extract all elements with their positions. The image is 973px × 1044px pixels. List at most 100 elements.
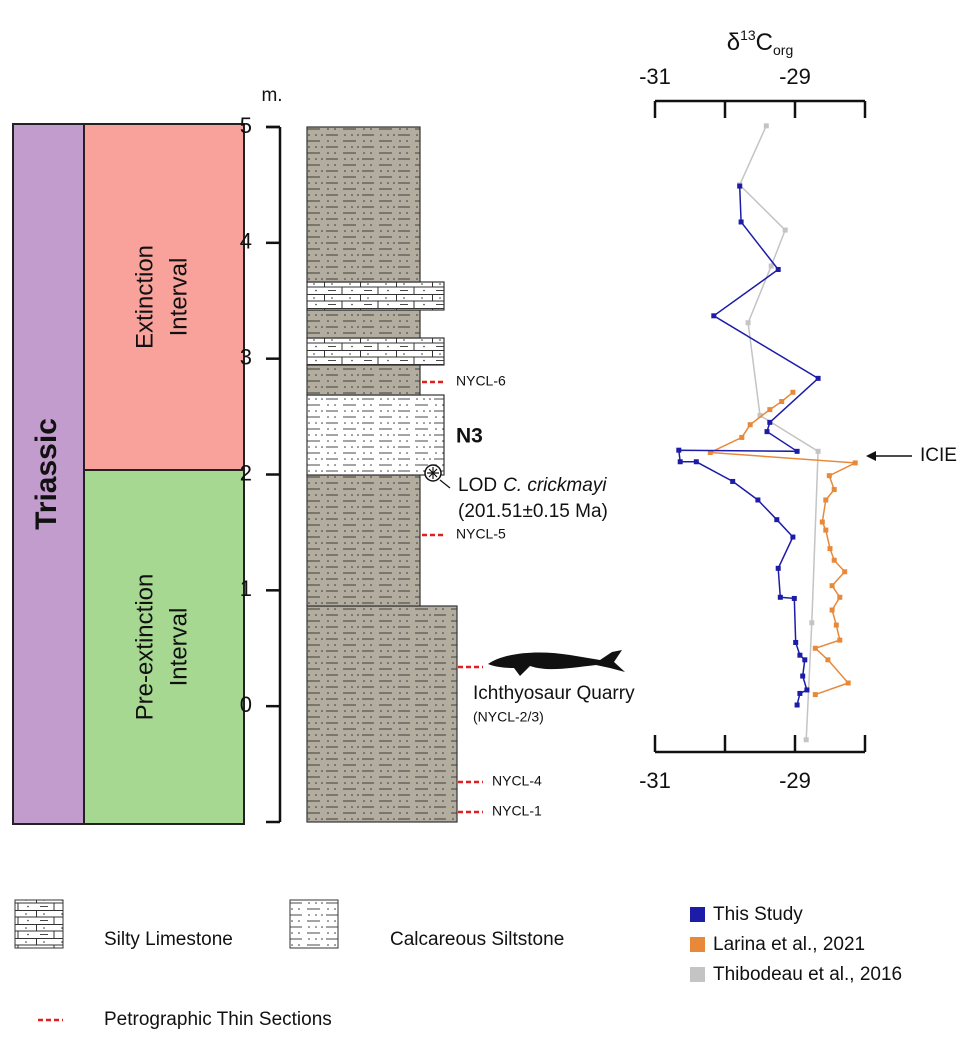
legend-label: Petrographic Thin Sections	[104, 1009, 332, 1030]
data-point	[797, 691, 802, 696]
sample-label: NYCL-6	[456, 373, 506, 389]
data-point	[795, 449, 800, 454]
y-tick-label: 0	[240, 692, 252, 717]
data-point	[778, 595, 783, 600]
system-label: Triassic	[30, 418, 63, 530]
title-part: 13	[740, 27, 756, 43]
data-point	[779, 399, 784, 404]
interval-label: Interval	[165, 258, 192, 337]
bed	[307, 127, 420, 282]
quarry-label: Ichthyosaur Quarry	[473, 683, 635, 704]
interval-label: Interval	[165, 608, 192, 687]
data-point	[813, 646, 818, 651]
series-line	[710, 392, 855, 694]
data-point	[797, 653, 802, 658]
data-point	[830, 583, 835, 588]
data-point	[795, 703, 800, 708]
data-point	[769, 264, 774, 269]
fossil-prefix: LOD	[458, 475, 497, 496]
data-point	[837, 638, 842, 643]
data-point	[846, 681, 851, 686]
legend-label: Silty Limestone	[104, 929, 233, 950]
y-tick-label: 3	[240, 344, 252, 369]
y-tick-label: 5	[240, 113, 252, 138]
figure: Triassic Extinction Interval Pre-extinct…	[0, 0, 973, 1044]
data-point	[853, 460, 858, 465]
data-point	[711, 313, 716, 318]
series-line	[679, 186, 818, 705]
extinction-box	[84, 124, 244, 470]
data-point	[827, 473, 832, 478]
data-point	[816, 449, 821, 454]
data-point	[767, 407, 772, 412]
data-point	[737, 184, 742, 189]
bed	[307, 365, 420, 395]
data-point	[823, 528, 828, 533]
data-point	[830, 608, 835, 613]
legend-label: Calcareous Siltstone	[390, 929, 564, 950]
x-axis-title: δ13Corg	[727, 27, 794, 58]
pre-extinction-box	[84, 470, 244, 824]
ammonite-icon	[425, 465, 450, 488]
title-part: C	[756, 29, 773, 56]
arrow-head	[866, 451, 876, 461]
bed	[307, 310, 420, 338]
data-point	[834, 623, 839, 628]
sample-label: NYCL-4	[492, 773, 542, 789]
title-part: org	[773, 42, 793, 58]
fossil-age: (201.51±0.15 Ma)	[458, 501, 608, 522]
data-point	[746, 320, 751, 325]
data-point	[828, 546, 833, 551]
data-point	[739, 435, 744, 440]
series-line	[740, 126, 818, 740]
data-point	[739, 219, 744, 224]
data-point	[765, 429, 770, 434]
data-point	[790, 390, 795, 395]
bed	[307, 475, 420, 606]
x-tick-label: -29	[779, 768, 811, 793]
data-point	[776, 566, 781, 571]
sample-label: NYCL-1	[492, 803, 542, 819]
ichthyosaur-icon	[488, 650, 625, 676]
bed	[307, 282, 444, 310]
legend-swatch	[15, 900, 63, 948]
x-tick-label: -31	[639, 64, 671, 89]
unit-label: N3	[456, 425, 483, 448]
bed	[307, 395, 444, 475]
data-point	[825, 657, 830, 662]
data-point	[802, 657, 807, 662]
data-point	[813, 692, 818, 697]
data-point	[764, 123, 769, 128]
legend-swatch	[690, 937, 705, 952]
legend-swatch	[690, 907, 705, 922]
x-tick-label: -31	[639, 768, 671, 793]
interval-label: Pre-extinction	[131, 574, 158, 721]
y-tick-label: 2	[240, 460, 252, 485]
data-point	[804, 737, 809, 742]
data-point	[783, 228, 788, 233]
interval-label: Extinction	[131, 245, 158, 349]
data-point	[800, 674, 805, 679]
data-point	[820, 519, 825, 524]
data-point	[809, 620, 814, 625]
legend-label: This Study	[713, 904, 803, 925]
data-point	[774, 517, 779, 522]
data-point	[823, 497, 828, 502]
data-point	[730, 479, 735, 484]
data-point	[832, 487, 837, 492]
y-axis-title: m.	[261, 85, 282, 106]
fossil-taxon: C. crickmayi	[503, 475, 607, 496]
y-tick-label: 4	[240, 229, 252, 254]
data-point	[792, 596, 797, 601]
data-point	[748, 422, 753, 427]
data-point	[694, 459, 699, 464]
data-point	[790, 535, 795, 540]
data-point	[676, 448, 681, 453]
sample-label: NYCL-5	[456, 526, 506, 542]
fossil-label: LOD C. crickmayi	[458, 475, 607, 496]
annotation: ICIE	[920, 445, 957, 466]
data-point	[804, 687, 809, 692]
data-point	[842, 569, 847, 574]
data-point	[776, 267, 781, 272]
bed	[307, 606, 457, 822]
